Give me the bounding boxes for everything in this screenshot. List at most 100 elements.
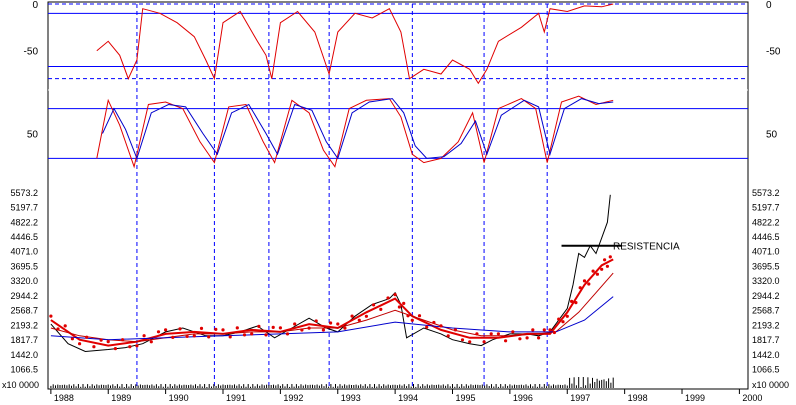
parabolic-dot: [321, 328, 325, 332]
parabolic-dot: [439, 324, 443, 328]
parabolic-dot: [578, 286, 582, 290]
stoch-series-1: [102, 98, 614, 160]
parabolic-dot: [250, 332, 254, 336]
price-ytick-left-7: 2944.2: [10, 291, 38, 301]
xtick-label-12: 2000: [742, 393, 762, 403]
parabolic-dot: [489, 332, 493, 336]
parabolic-dot: [99, 338, 103, 342]
volume-label-right: x10 0000: [752, 380, 789, 390]
parabolic-dot: [608, 255, 612, 259]
parabolic-dot: [235, 326, 239, 330]
parabolic-dot: [142, 334, 146, 338]
parabolic-dot: [600, 267, 604, 271]
chart-frame: [47, 1, 749, 390]
parabolic-dot: [372, 303, 376, 307]
parabolic-dot: [417, 314, 422, 318]
parabolic-dot: [300, 328, 304, 332]
parabolic-dot: [85, 335, 89, 339]
xtick-label-1: 1989: [111, 393, 131, 403]
price-ytick-left-11: 1442.0: [10, 350, 38, 360]
price-ytick-right-5: 3695.5: [752, 261, 780, 271]
price-ytick-right-10: 1817.7: [752, 335, 780, 345]
parabolic-dot: [542, 328, 546, 332]
parabolic-dot: [518, 337, 522, 341]
price-panel: RESISTENCIA 5573.2 5573.2 5197.7 5197.7 4822.…: [2, 188, 789, 390]
parabolic-dot: [410, 318, 414, 322]
xtick-label-5: 1993: [341, 393, 361, 403]
price-ytick-left-4: 4071.0: [10, 247, 38, 257]
parabolic-dot: [570, 299, 574, 303]
parabolic-dot: [582, 279, 587, 283]
price-ytick-left-3: 4446.5: [10, 232, 38, 242]
parabolic-dot: [329, 321, 333, 325]
parabolic-dot: [482, 340, 486, 344]
price-ytick-left-2: 4822.2: [10, 217, 38, 227]
price-ytick-right-9: 2193.2: [752, 320, 780, 330]
parabolic-dot: [565, 314, 569, 318]
parabolic-dot: [574, 301, 578, 305]
parabolic-dot: [364, 314, 368, 318]
volume-label-left: x10 0000: [2, 380, 39, 390]
xtick-label-7: 1995: [456, 393, 476, 403]
parabolic-dot: [595, 272, 600, 276]
plot-border: [47, 1, 749, 390]
parabolic-dot: [460, 338, 465, 342]
xtick-label-8: 1996: [513, 393, 533, 403]
price-series-2: [50, 272, 614, 343]
parabolic-dot: [468, 340, 472, 344]
xtick-label-4: 1992: [283, 393, 303, 403]
parabolic-dot: [221, 328, 225, 332]
price-ytick-right-11: 1442.0: [752, 350, 780, 360]
price-series-1: [50, 258, 614, 347]
parabolic-dot: [149, 340, 153, 344]
parabolic-dot: [49, 314, 53, 318]
parabolic-dot: [285, 332, 290, 336]
parabolic-dot: [185, 334, 189, 338]
parabolic-dot: [92, 345, 96, 349]
price-ytick-right-7: 2944.2: [752, 291, 780, 301]
oscillator-panel: 0 0 -50 -50: [24, 0, 781, 85]
price-ytick-left-12: 1066.5: [10, 364, 38, 374]
price-ytick-left-0: 5573.2: [10, 188, 38, 198]
parabolic-dot: [379, 307, 383, 311]
parabolic-dot: [432, 320, 436, 325]
price-ytick-right-0: 5573.2: [752, 188, 780, 198]
xtick-label-11: 1999: [685, 393, 705, 403]
parabolic-dot: [228, 335, 232, 339]
parabolic-dot: [336, 322, 340, 326]
stochastic-panel: 50 50: [27, 95, 778, 169]
parabolic-dot: [314, 319, 318, 323]
parabolic-dot: [63, 324, 67, 328]
price-ytick-right-3: 4446.5: [752, 232, 780, 242]
parabolic-dot: [128, 345, 132, 349]
parabolic-dot: [397, 305, 401, 309]
parabolic-dot: [70, 337, 74, 341]
xtick-label-6: 1994: [398, 393, 418, 403]
xtick-label-3: 1991: [226, 393, 246, 403]
parabolic-dot: [557, 317, 561, 321]
parabolic-dot: [106, 340, 110, 344]
axes: 1988 1989 1990 1991 1992 1993 1994 1995 1996 1997…: [50, 389, 762, 403]
parabolic-dot: [548, 328, 552, 332]
stoch-ytick-left-0: 50: [27, 130, 39, 141]
parabolic-dot: [343, 326, 347, 330]
xtick-label-9: 1997: [570, 393, 590, 403]
osc-series-0: [96, 3, 614, 85]
parabolic-dot: [496, 332, 500, 336]
parabolic-dot: [56, 327, 60, 331]
parabolic-dot: [453, 328, 457, 332]
price-ytick-left-6: 3320.0: [10, 276, 38, 286]
price-series-3: [50, 296, 614, 341]
parabolic-dot: [587, 282, 591, 286]
parabolic-dot: [561, 320, 565, 324]
parabolic-dot: [425, 325, 429, 329]
parabolic-dot: [156, 330, 161, 334]
parabolic-dot: [531, 328, 535, 332]
price-ytick-right-4: 4071.0: [752, 247, 780, 257]
parabolic-dot: [504, 339, 508, 343]
parabolic-dot: [406, 314, 410, 318]
parabolic-dot: [511, 330, 515, 334]
parabolic-dot: [242, 333, 247, 337]
price-ytick-right-6: 3320.0: [752, 276, 780, 286]
